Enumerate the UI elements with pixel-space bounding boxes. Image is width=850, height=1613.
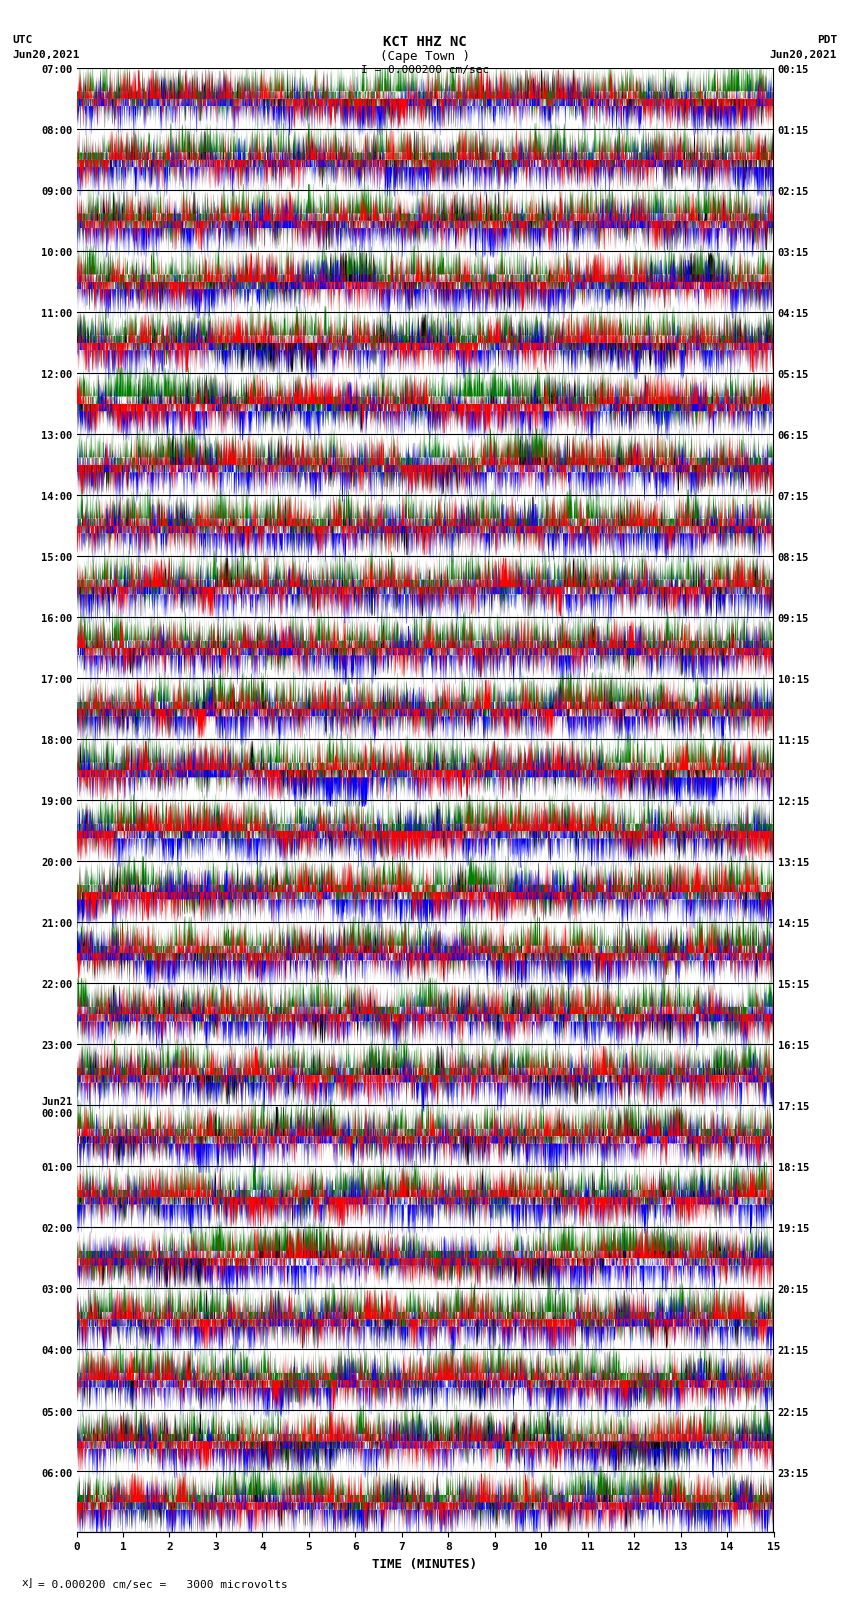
Text: KCT HHZ NC: KCT HHZ NC [383,35,467,50]
Text: Jun20,2021: Jun20,2021 [13,50,80,60]
Text: (Cape Town ): (Cape Town ) [380,50,470,63]
Text: I = 0.000200 cm/sec: I = 0.000200 cm/sec [361,65,489,74]
Text: PDT: PDT [817,35,837,45]
Text: = 0.000200 cm/sec =   3000 microvolts: = 0.000200 cm/sec = 3000 microvolts [38,1581,288,1590]
Text: Jun20,2021: Jun20,2021 [770,50,837,60]
X-axis label: TIME (MINUTES): TIME (MINUTES) [372,1558,478,1571]
Text: x$\rfloor$: x$\rfloor$ [21,1576,33,1590]
Text: UTC: UTC [13,35,33,45]
